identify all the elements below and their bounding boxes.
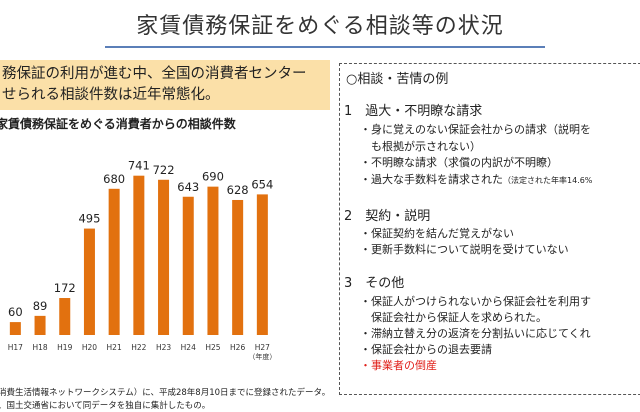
footnote-line-1: 消費生活情報ネットワークシステム）に、平成28年8月10日までに登録されたデータ… [0, 388, 331, 398]
bar-H23 [158, 179, 170, 335]
section-1-item-4-text: ・過大な手数料を請求された [360, 173, 503, 186]
tick-label-H19: H19 [57, 343, 72, 352]
section-2-title: 契約・説明 [365, 209, 431, 224]
bar-H18 [34, 315, 46, 335]
section-2-item-2: ・更新手数料について説明を受けていない [360, 243, 569, 256]
tick-label-H17: H17 [8, 343, 23, 352]
tick-label-H21: H21 [107, 343, 122, 352]
tick-label-H22: H22 [131, 343, 146, 352]
panel-heading: ○相談・苦情の例 [346, 72, 449, 87]
section-1-title: 過大・不明瞭な請求 [365, 104, 483, 119]
section-2-heading: 2 契約・説明 [344, 205, 430, 224]
value-label-H21: 680 [103, 172, 125, 186]
section-3-item-1: ・保証人がつけられないから保証会社を利用す [360, 295, 591, 308]
section-1-heading: 1 過大・不明瞭な請求 [344, 100, 482, 119]
section-2-item-1: ・保証契約を結んだ覚えがない [360, 227, 514, 240]
value-label-H20: 495 [78, 212, 100, 226]
section-3-item-3: ・滞納立替え分の返済を分割払いに応じてくれ [360, 327, 591, 340]
value-label-H26: 628 [227, 183, 249, 197]
value-label-H23: 722 [153, 163, 175, 177]
tick-label-H23: H23 [156, 343, 171, 352]
section-1-item-4: ・過大な手数料を請求された（法定された年率14.6% [360, 171, 592, 187]
bar-H25 [207, 186, 219, 335]
chart-title: 家賃債務保証をめぐる消費者からの相談件数 [0, 117, 236, 131]
bar-H24 [182, 196, 194, 335]
tick-label-H25: H25 [205, 343, 220, 352]
tick-label-H26: H26 [230, 343, 245, 352]
bar-H21 [108, 188, 120, 335]
section-3-heading: 3 その他 [344, 272, 404, 291]
section-3-item-4: ・保証会社からの退去要請 [360, 343, 492, 356]
value-label-H19: 172 [54, 281, 76, 295]
bar-H19 [59, 298, 71, 335]
footnote-line-2: 、国土交通省において同データを独自に集計したもの。 [0, 401, 211, 411]
section-1-number: 1 [344, 104, 353, 119]
section-1-item-1: ・身に覚えのない保証会社からの請求（説明を [360, 123, 591, 136]
section-2-number: 2 [344, 209, 353, 224]
bar-H20 [83, 228, 95, 335]
section-1-item-2: も根拠が示されない） [360, 140, 481, 153]
value-label-H22: 741 [128, 159, 150, 173]
bar-H22 [133, 175, 145, 335]
tick-label-H18: H18 [32, 343, 47, 352]
section-1-item-3: ・不明瞭な請求（求償の内訳が不明瞭） [360, 156, 558, 169]
value-label-H17: 60 [8, 305, 23, 319]
value-label-H27: 654 [251, 177, 273, 191]
bar-H27 [256, 194, 268, 335]
value-label-H18: 89 [33, 299, 48, 313]
bar-H17 [9, 322, 21, 335]
tick-label-H20: H20 [82, 343, 97, 352]
bar-H26 [232, 199, 244, 335]
value-label-H24: 643 [177, 180, 199, 194]
consultation-examples-panel: ○相談・苦情の例 1 過大・不明瞭な請求 ・身に覚えのない保証会社からの請求（説… [339, 63, 640, 395]
tick-label-H24: H24 [181, 343, 196, 352]
section-3-title: その他 [365, 276, 405, 291]
page-title: 家賃債務保証をめぐる相談等の状況 [136, 14, 504, 39]
section-3-number: 3 [344, 276, 353, 291]
tick-label-H27: H27 [255, 343, 270, 352]
x-axis-unit-label: （年度） [248, 352, 276, 360]
section-3-highlight: ・事業者の倒産 [360, 359, 437, 372]
callout-line-2: せられる相談件数は近年常態化。 [2, 87, 220, 103]
consultation-count-bar-chart: 60 H17 89 H18 172 H19 495 H20 680 H21 741 H22 722 H23… [8, 159, 277, 360]
section-1-note: （法定された年率14.6% [503, 176, 593, 185]
callout-line-1: 務保証の利用が進む中、全国の消費者センター [2, 66, 307, 82]
summary-callout: 務保証の利用が進む中、全国の消費者センター せられる相談件数は近年常態化。 [0, 60, 330, 110]
value-label-H25: 690 [202, 170, 224, 184]
title-underline [105, 46, 545, 48]
section-3-item-2: 保証会社から保証人を求められた。 [360, 311, 547, 324]
